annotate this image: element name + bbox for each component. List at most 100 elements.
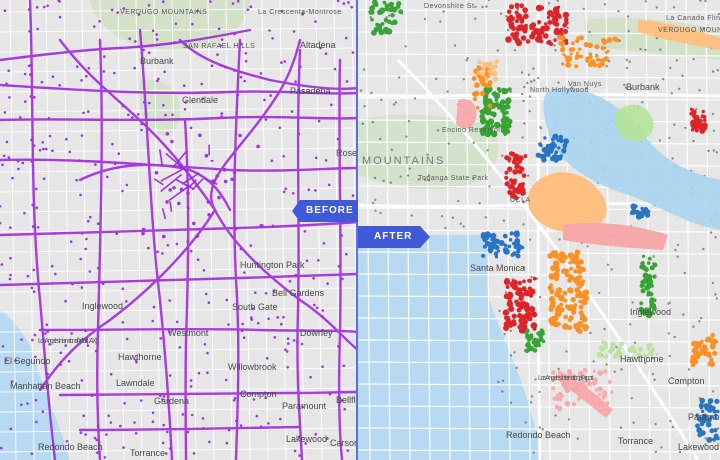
- territory-red-dot: [521, 182, 525, 186]
- stop-dot: [286, 337, 290, 341]
- stop-dot: [26, 274, 30, 278]
- territory-orange-dot: [564, 272, 570, 278]
- territory-green-dot: [640, 261, 645, 266]
- unassigned-dot: [712, 390, 715, 393]
- territory-orange-dot: [712, 350, 718, 356]
- unassigned-dot: [630, 397, 633, 400]
- stop-dot: [225, 441, 229, 445]
- territory-pink-dot: [565, 386, 569, 390]
- unassigned-dot: [385, 16, 388, 19]
- territory-red-dot: [517, 324, 523, 330]
- territory-blue-dot: [697, 432, 703, 438]
- stop-dot: [280, 322, 283, 326]
- stop-dot: [227, 323, 230, 326]
- stop-dot: [14, 359, 17, 362]
- stop-dot: [204, 153, 209, 158]
- place-label: Torrance: [618, 436, 653, 446]
- territory-red-dot: [522, 7, 528, 13]
- stop-dot: [32, 268, 35, 272]
- unassigned-dot: [644, 361, 647, 364]
- stop-dot: [208, 440, 211, 444]
- stop-dot: [10, 380, 14, 383]
- stop-dot: [43, 362, 46, 365]
- place-label: Compton: [240, 389, 277, 399]
- territory-orange-dot: [694, 353, 701, 360]
- unassigned-dot: [651, 357, 654, 360]
- territory-green-dot: [649, 279, 654, 284]
- place-label: SAN RAFAEL HILLS: [183, 43, 255, 50]
- unassigned-dot: [530, 395, 534, 398]
- place-label: Carson: [330, 438, 358, 448]
- stop-dot: [151, 411, 155, 415]
- stop-dot: [171, 113, 174, 117]
- territory-blue-dot: [488, 233, 493, 239]
- unassigned-dot: [558, 238, 561, 241]
- territory-pink-area: [558, 370, 613, 418]
- unassigned-dot: [586, 245, 589, 248]
- stop-dot: [291, 192, 295, 195]
- stop-dot: [206, 371, 209, 375]
- unassigned-dot: [633, 341, 637, 344]
- territory-red-dot: [508, 292, 514, 298]
- stop-dot: [270, 159, 274, 162]
- unassigned-dot: [626, 15, 630, 18]
- stop-dot: [34, 355, 37, 359]
- place-label: UCLA: [510, 197, 531, 204]
- stop-dot: [297, 435, 301, 439]
- territory-blue-dot: [643, 206, 648, 212]
- unassigned-dot: [472, 177, 475, 181]
- territory-green-dot: [538, 334, 543, 339]
- stop-dot: [140, 128, 143, 132]
- territory-red-dot: [508, 151, 514, 157]
- territory-green-dot: [533, 342, 539, 348]
- territory-blue-dot: [507, 244, 512, 249]
- street-line: [45, 0, 53, 460]
- territory-red-dot: [519, 16, 525, 22]
- unassigned-dot: [644, 48, 647, 51]
- territory-orange-dot: [475, 105, 480, 110]
- stop-dot: [32, 290, 36, 294]
- stop-dot: [162, 104, 165, 107]
- unassigned-dot: [712, 129, 716, 132]
- territory-green-dot: [652, 303, 657, 308]
- territory-red-dot: [542, 33, 549, 39]
- stop-dot: [59, 351, 63, 355]
- stop-dot: [168, 447, 172, 450]
- unassigned-dot: [439, 20, 442, 23]
- territory-lightgreen-dot: [627, 355, 631, 359]
- territory-red-dot: [516, 185, 522, 192]
- territory-lightblue-area: [543, 88, 720, 230]
- stop-dot: [96, 451, 99, 455]
- stop-dot: [140, 122, 143, 126]
- territory-red-dot: [554, 21, 560, 27]
- territory-lightgreen-dot: [627, 347, 633, 353]
- unassigned-dot: [363, 105, 366, 108]
- territory-orange-dot: [578, 35, 584, 41]
- territory-green-dot: [646, 261, 651, 265]
- territory-green-dot: [485, 111, 489, 115]
- territory-orange-dot: [575, 39, 580, 43]
- unassigned-dot: [521, 136, 524, 139]
- stop-dot: [20, 403, 23, 407]
- territory-blue-dot: [695, 423, 700, 429]
- territory-green: [479, 86, 513, 138]
- territory-red-dot: [517, 280, 522, 286]
- unassigned-dot: [509, 401, 513, 404]
- territory-pink-dot: [582, 368, 588, 373]
- territory-red-dot: [506, 15, 513, 23]
- stop-dot: [232, 399, 236, 402]
- place-label: Huntington Park: [240, 260, 305, 270]
- territory-red-dot: [506, 300, 513, 308]
- territory-orange-dot: [583, 291, 589, 297]
- territory-orange-dot: [568, 315, 574, 321]
- stop-dot: [80, 134, 84, 137]
- stop-dot: [280, 9, 284, 13]
- unassigned-dot: [474, 5, 477, 8]
- place-label: Willowbrook: [228, 362, 277, 372]
- territory-blue-dot: [552, 133, 559, 140]
- unassigned-dot: [462, 78, 465, 81]
- territory-red-dot: [691, 123, 697, 130]
- unassigned-dot: [535, 277, 539, 280]
- territory-orange-dot: [588, 54, 593, 60]
- stop-dot: [133, 421, 136, 424]
